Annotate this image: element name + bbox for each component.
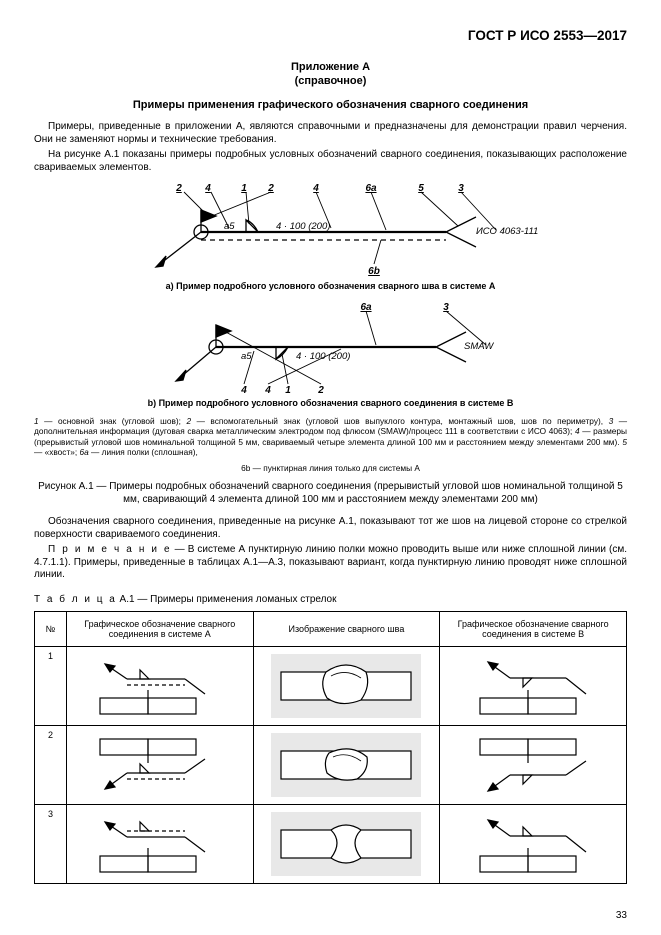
th-sys-a: Графическое обозначение сварного соедине…: [66, 611, 253, 646]
svg-text:2: 2: [175, 183, 182, 194]
document-id: ГОСТ Р ИСО 2553—2017: [34, 28, 627, 43]
table-row: 1: [35, 646, 627, 725]
section-heading: Примеры применения графического обозначе…: [34, 99, 627, 111]
svg-text:4 · 100 (200): 4 · 100 (200): [276, 221, 330, 232]
svg-text:2: 2: [317, 385, 324, 394]
figure-legend: 1 — основной знак (угловой шов); 2 — всп…: [34, 416, 627, 457]
paragraph-3: Обозначения сварного соединения, приведе…: [34, 516, 627, 541]
svg-text:5: 5: [418, 183, 424, 194]
table-row: 2: [35, 725, 627, 804]
svg-text:1: 1: [241, 183, 247, 194]
th-image: Изображение сварного шва: [253, 611, 440, 646]
figure-b: 6a 3 4 1 2 4 a5 4 · 100 (200) SMAW: [34, 299, 627, 394]
note: П р и м е ч а н и е — В системе А пункти…: [34, 544, 627, 582]
svg-text:1: 1: [285, 385, 291, 394]
svg-text:4 · 100 (200): 4 · 100 (200): [296, 351, 350, 362]
page-number: 33: [616, 910, 627, 921]
table-caption: Т а б л и ц а А.1 — Примеры применения л…: [34, 594, 627, 605]
svg-text:4: 4: [264, 385, 271, 394]
svg-text:SMAW: SMAW: [464, 341, 494, 352]
paragraph-2: На рисунке А.1 показаны примеры подробны…: [34, 149, 627, 174]
svg-text:4: 4: [240, 385, 247, 394]
figure-a-caption: a) Пример подробного условного обозначен…: [34, 281, 627, 291]
paragraph-1: Примеры, приведенные в приложении А, явл…: [34, 121, 627, 146]
svg-text:4: 4: [204, 183, 211, 194]
figure-legend-2: 6b — пунктирная линия только для системы…: [34, 463, 627, 473]
svg-text:6b: 6b: [368, 266, 380, 277]
th-sys-b: Графическое обозначение сварного соедине…: [440, 611, 627, 646]
svg-text:2: 2: [267, 183, 274, 194]
svg-text:6a: 6a: [360, 302, 372, 313]
svg-text:a5: a5: [224, 221, 235, 232]
svg-text:ИСО 4063-111: ИСО 4063-111: [476, 226, 538, 237]
svg-text:3: 3: [458, 183, 464, 194]
th-num: №: [35, 611, 67, 646]
svg-text:a5: a5: [241, 351, 252, 362]
appendix-title: Приложение А: [34, 61, 627, 73]
table-a1: № Графическое обозначение сварного соеди…: [34, 611, 627, 884]
figure-a: 2 4 1 2 4 6a 5 3 6b a5 4 · 100 (200) ИСО…: [34, 182, 627, 277]
table-row: 3: [35, 804, 627, 883]
svg-text:4: 4: [312, 183, 319, 194]
figure-a1-caption: Рисунок А.1 — Примеры подробных обозначе…: [34, 481, 627, 506]
svg-text:3: 3: [443, 302, 449, 313]
appendix-subtitle: (справочное): [34, 75, 627, 87]
svg-text:6a: 6a: [365, 183, 377, 194]
figure-b-caption: b) Пример подробного условного обозначен…: [34, 398, 627, 408]
